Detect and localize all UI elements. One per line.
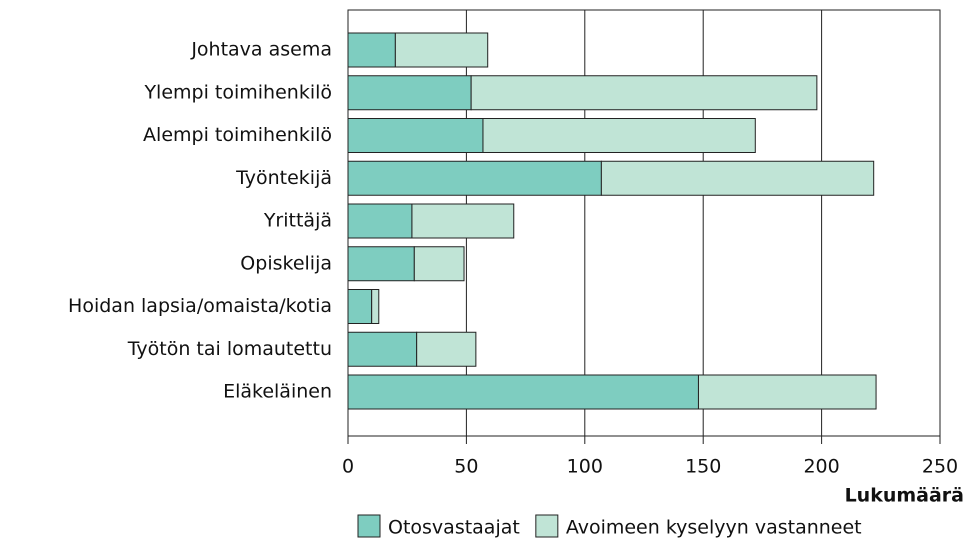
bar-segment	[347, 118, 484, 153]
y-tick-label: Hoidan lapsia/omaista/kotia	[68, 295, 332, 317]
bar-segment	[411, 203, 515, 239]
y-tick-label: Eläkeläinen	[223, 381, 332, 403]
x-tick-label: 250	[922, 456, 958, 478]
x-tick-label: 200	[803, 456, 839, 478]
bar-segment	[413, 246, 465, 282]
x-tick-label: 50	[454, 456, 478, 478]
bar-segment	[347, 32, 396, 68]
bar-segment	[347, 331, 418, 367]
bar-segment	[347, 246, 415, 282]
x-tick-label: 0	[342, 456, 354, 478]
bar-segment	[347, 289, 373, 324]
legend-label: Otosvastaajat	[388, 517, 520, 539]
x-axis-label: Lukumäärä	[845, 485, 964, 507]
bar-segment	[482, 118, 756, 153]
y-tick-label: Johtava asema	[190, 39, 332, 61]
legend-swatch	[535, 514, 559, 538]
y-tick-label: Opiskelija	[240, 252, 332, 274]
bar-segment	[697, 374, 877, 410]
bar-segment	[347, 374, 699, 410]
bar-segment	[600, 160, 875, 196]
bar-segment	[416, 331, 477, 367]
bar-segment	[470, 75, 818, 111]
bar-segment	[347, 203, 413, 239]
y-tick-label: Yrittäjä	[263, 210, 332, 232]
y-tick-label: Ylempi toimihenkilö	[143, 81, 332, 103]
bar-segment	[347, 160, 602, 196]
bar-segment	[371, 289, 380, 324]
legend-swatch	[357, 514, 381, 538]
bar-segment	[394, 32, 489, 68]
y-tick-label: Työntekijä	[235, 167, 332, 189]
y-tick-label: Työtön tai lomautettu	[127, 338, 332, 360]
x-tick-label: 100	[567, 456, 603, 478]
legend-label: Avoimeen kyselyyn vastanneet	[566, 517, 862, 539]
x-tick-label: 150	[685, 456, 721, 478]
bar-segment	[347, 75, 472, 111]
y-tick-label: Alempi toimihenkilö	[143, 124, 332, 146]
